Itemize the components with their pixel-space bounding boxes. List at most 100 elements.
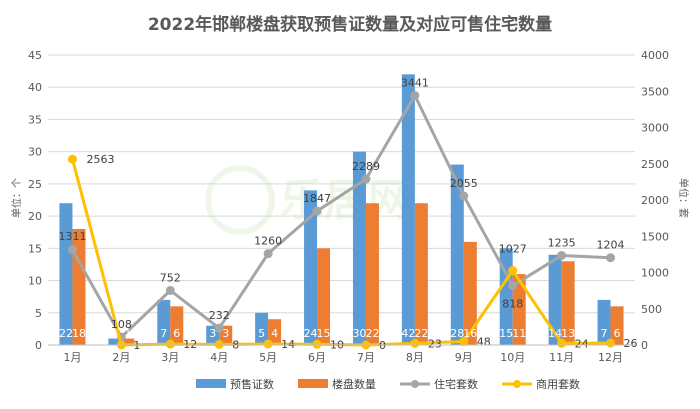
- bar: [414, 203, 428, 345]
- legend-marker: [513, 380, 521, 388]
- left-tick-label: 10: [28, 275, 42, 288]
- bar: [268, 319, 282, 345]
- legend-swatch: [298, 379, 328, 388]
- x-tick-label: 11月: [549, 351, 574, 364]
- bar: [352, 151, 366, 345]
- line-value-label: 1260: [254, 235, 282, 248]
- line-point: [557, 338, 567, 348]
- right-tick-label: 500: [641, 303, 662, 316]
- line-value-label: 2563: [86, 153, 114, 166]
- bar: [108, 338, 122, 345]
- left-tick-label: 25: [28, 178, 42, 191]
- x-tick-label: 2月: [112, 351, 130, 364]
- legend-label: 楼盘数量: [332, 377, 376, 391]
- line-value-label: 752: [160, 271, 181, 284]
- axes: 0510152025303540450500100015002000250030…: [28, 49, 669, 364]
- x-tick-label: 7月: [357, 351, 375, 364]
- x-tick-label: 4月: [210, 351, 228, 364]
- line-value-label: 48: [477, 336, 491, 349]
- line-point: [67, 245, 77, 255]
- bar-value-label: 22: [59, 327, 73, 340]
- bar: [401, 74, 415, 345]
- bar-value-label: 5: [258, 327, 265, 340]
- x-tick-label: 8月: [406, 351, 424, 364]
- left-tick-label: 40: [28, 81, 42, 94]
- line-point: [263, 339, 273, 349]
- left-axis-title: 单位：个: [10, 178, 23, 218]
- line-value-label: 108: [111, 318, 132, 331]
- bar-value-label: 16: [463, 327, 477, 340]
- bar: [317, 248, 331, 345]
- bar-value-label: 14: [548, 327, 562, 340]
- line-point: [459, 337, 469, 347]
- bar-value-label: 22: [365, 327, 379, 340]
- line-value-label: 26: [624, 337, 638, 350]
- x-tick-label: 10月: [500, 351, 525, 364]
- bar: [548, 254, 562, 345]
- bar-value-label: 11: [512, 327, 526, 340]
- line-value-label: 24: [575, 337, 589, 350]
- legend: 预售证数 楼盘数量 住宅套数 商用套数: [196, 377, 580, 391]
- right-tick-label: 0: [641, 339, 648, 352]
- line-point: [508, 266, 518, 276]
- bar-value-label: 15: [317, 327, 331, 340]
- line-point: [165, 285, 175, 295]
- line-value-label: 23: [428, 337, 442, 350]
- line-value-label: 232: [209, 309, 230, 322]
- bar: [121, 338, 135, 345]
- bar-value-label: 6: [173, 327, 180, 340]
- line-point: [214, 339, 224, 349]
- bar-value-label: 3: [222, 327, 229, 340]
- line-point: [459, 191, 469, 201]
- x-tick-label: 5月: [259, 351, 277, 364]
- line-point: [67, 154, 77, 164]
- bar-value-label: 18: [72, 327, 86, 340]
- bar-value-label: 28: [450, 327, 464, 340]
- right-axis-title: 单位：套: [677, 178, 690, 218]
- x-tick-label: 6月: [308, 351, 326, 364]
- legend-label: 预售证数: [230, 377, 274, 391]
- left-tick-label: 30: [28, 146, 42, 159]
- x-tick-label: 1月: [63, 351, 81, 364]
- bar-value-label: 42: [401, 327, 415, 340]
- bar-value-label: 15: [499, 327, 513, 340]
- right-tick-label: 3000: [641, 122, 669, 135]
- x-tick-label: 3月: [161, 351, 179, 364]
- x-tick-label: 12月: [598, 351, 623, 364]
- line-point: [410, 338, 420, 348]
- line-point: [263, 249, 273, 259]
- line-value-label: 1235: [548, 236, 576, 249]
- bar: [157, 299, 171, 345]
- line-point: [165, 339, 175, 349]
- bar: [597, 299, 611, 345]
- bar: [512, 274, 526, 345]
- bar-value-label: 1: [124, 327, 131, 340]
- line-point: [557, 250, 567, 260]
- bar: [59, 203, 73, 345]
- bar-value-label: 13: [561, 327, 575, 340]
- right-tick-label: 2000: [641, 194, 669, 207]
- line-value-label: 2289: [352, 160, 380, 173]
- line-point: [361, 174, 371, 184]
- legend-label: 住宅套数: [434, 377, 478, 391]
- left-tick-label: 5: [35, 307, 42, 320]
- left-tick-label: 15: [28, 242, 42, 255]
- bar: [463, 241, 477, 345]
- line-point: [214, 323, 224, 333]
- bar-value-label: 24: [304, 327, 318, 340]
- line-value-label: 818: [502, 298, 523, 311]
- line-value-label: 1027: [499, 243, 527, 256]
- svg-text:乐居网: 乐居网: [280, 175, 412, 226]
- bar-value-label: 22: [414, 327, 428, 340]
- right-tick-label: 4000: [641, 49, 669, 62]
- legend-swatch: [196, 379, 226, 388]
- legend-label: 商用套数: [536, 377, 580, 391]
- line-point: [508, 281, 518, 291]
- right-tick-label: 3500: [641, 85, 669, 98]
- bar-value-label: 1: [111, 327, 118, 340]
- right-tick-label: 1000: [641, 267, 669, 280]
- line-value-label: 1204: [597, 239, 625, 252]
- bar: [561, 261, 575, 345]
- left-tick-label: 35: [28, 113, 42, 126]
